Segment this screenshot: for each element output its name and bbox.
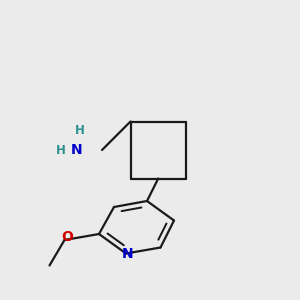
- Text: O: O: [61, 230, 74, 244]
- Text: H: H: [56, 143, 66, 157]
- Text: N: N: [71, 143, 82, 157]
- Text: N: N: [122, 247, 133, 261]
- Text: H: H: [75, 124, 84, 137]
